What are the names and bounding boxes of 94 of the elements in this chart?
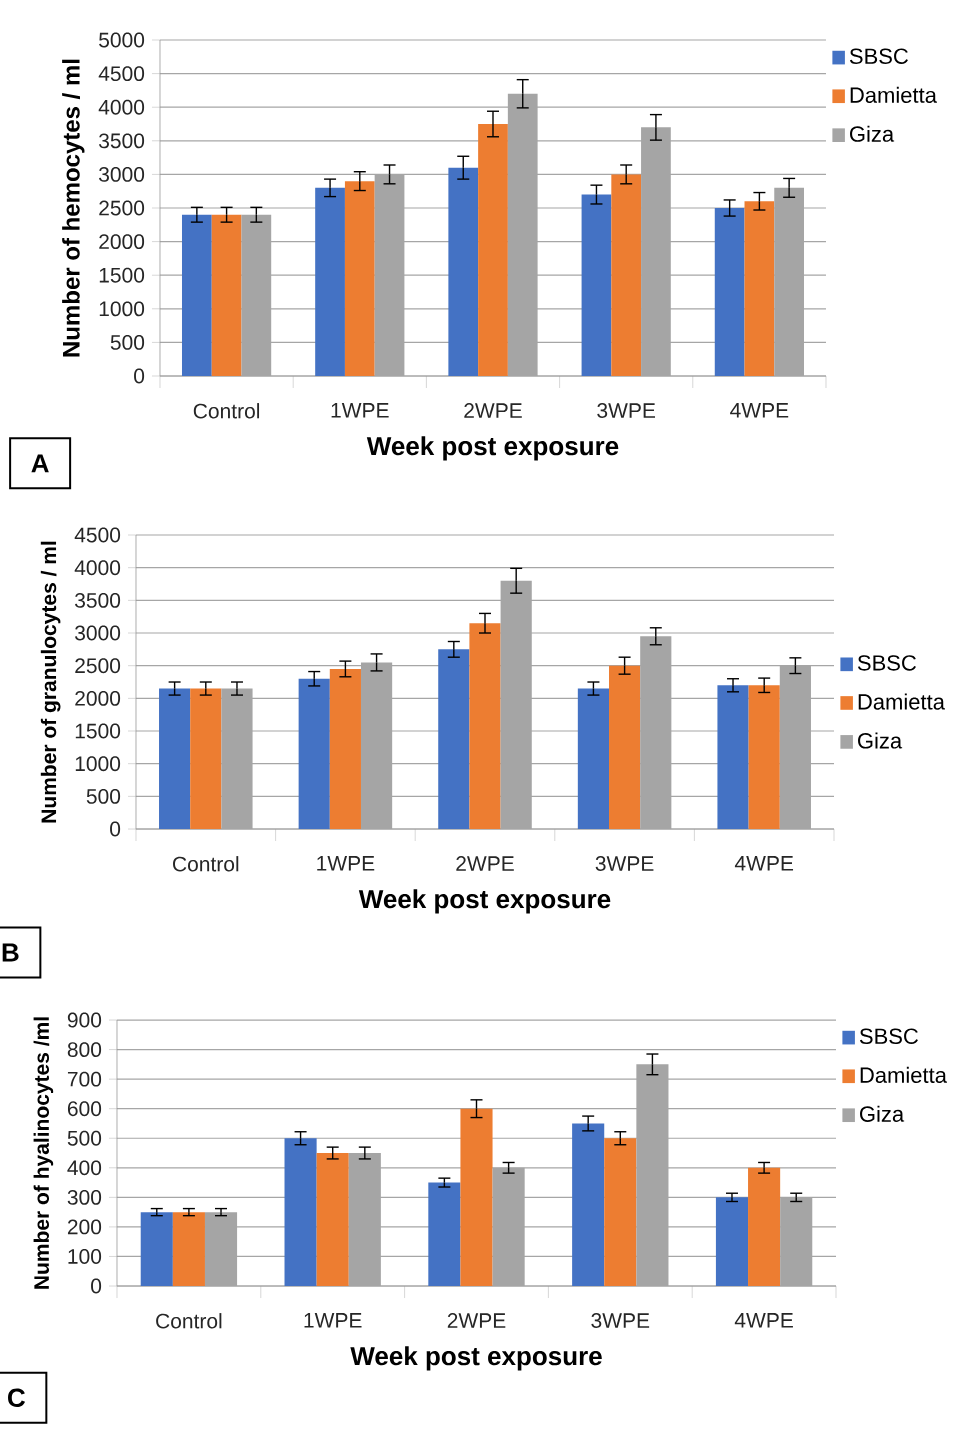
x-tick-label: 4WPE <box>730 403 789 418</box>
y-axis-title: Number of hemocytes / ml <box>62 59 85 357</box>
y-tick-label: 900 <box>67 1012 102 1028</box>
y-tick-label: 3000 <box>75 625 121 641</box>
bar <box>748 685 780 830</box>
x-tick-label: 1WPE <box>317 856 375 871</box>
bar <box>211 214 242 377</box>
x-axis-title: Week post exposure <box>350 1346 602 1371</box>
y-tick-label: 200 <box>67 1219 102 1235</box>
legend-label: SBSC <box>857 655 916 671</box>
y-tick-label: 0 <box>91 1278 102 1294</box>
y-tick-label: 1000 <box>99 301 145 317</box>
y-tick-label: 4500 <box>74 527 121 543</box>
bar <box>744 201 775 377</box>
x-tick-label: Control <box>193 403 260 419</box>
bar <box>478 124 508 377</box>
bar <box>581 194 612 377</box>
x-tick-label: 4WPE <box>734 1313 793 1328</box>
y-tick-label: 0 <box>134 368 145 384</box>
bar <box>140 1212 173 1287</box>
x-axis-title: Week post exposure <box>358 889 611 914</box>
y-tick-label: 800 <box>67 1042 102 1058</box>
y-tick-label: 400 <box>67 1160 102 1176</box>
y-tick-label: 500 <box>110 334 145 350</box>
y-tick-label: 700 <box>67 1071 102 1087</box>
bar <box>298 678 330 830</box>
x-tick-label: 3WPE <box>591 1313 650 1328</box>
bar <box>190 688 222 830</box>
bar <box>172 1212 205 1287</box>
bar <box>316 1153 349 1287</box>
legend-label: Damietta <box>850 86 937 103</box>
bar <box>181 214 212 377</box>
x-tick-label: Control <box>156 1313 222 1329</box>
legend-label: Damietta <box>860 1066 947 1083</box>
x-tick-label: 2WPE <box>456 856 514 871</box>
y-tick-label: 1500 <box>99 267 145 283</box>
x-tick-label: 2WPE <box>464 403 522 418</box>
bar <box>611 174 642 377</box>
bar <box>284 1138 317 1287</box>
x-tick-label: 1WPE <box>304 1313 362 1328</box>
bar <box>469 623 501 830</box>
y-tick-label: 300 <box>67 1189 102 1205</box>
y-tick-label: 1000 <box>75 756 121 772</box>
y-tick-label: 4000 <box>98 99 145 115</box>
bar <box>344 181 375 377</box>
y-tick-label: 4000 <box>74 560 121 576</box>
bar <box>315 187 345 377</box>
y-tick-label: 2000 <box>75 690 121 706</box>
y-tick-label: 500 <box>67 1130 102 1146</box>
bar <box>428 1182 461 1287</box>
x-tick-label: 4WPE <box>734 856 794 871</box>
y-tick-label: 0 <box>110 821 121 837</box>
x-tick-label: 2WPE <box>447 1313 506 1328</box>
bar <box>715 1197 749 1287</box>
bar <box>448 167 479 377</box>
y-tick-label: 3500 <box>99 133 145 149</box>
legend-label: Giza <box>858 732 903 749</box>
text: B <box>2 943 19 962</box>
x-tick-label: 3WPE <box>595 856 654 871</box>
text: A <box>31 454 49 473</box>
bar <box>748 1167 781 1287</box>
legend-label: SBSC <box>859 1028 918 1045</box>
y-tick-label: 4500 <box>98 66 145 82</box>
bar <box>329 668 361 830</box>
x-tick-label: 3WPE <box>597 403 656 418</box>
y-tick-label: 5000 <box>99 32 145 48</box>
legend-label: Giza <box>860 1105 905 1122</box>
bar <box>604 1138 637 1287</box>
bar <box>717 685 749 830</box>
y-tick-label: 2500 <box>75 658 121 674</box>
y-axis-title: Number of hyalinocytes /ml <box>33 1017 54 1289</box>
y-axis-title: Number of granulocytes / ml <box>40 541 61 823</box>
bar <box>460 1108 493 1287</box>
text: C <box>8 1388 26 1407</box>
x-axis-title: Week post exposure <box>366 436 619 461</box>
legend-label: SBSC <box>849 48 908 64</box>
y-tick-label: 1500 <box>75 723 121 739</box>
bar <box>572 1123 605 1287</box>
bar <box>714 208 745 377</box>
x-tick-label: 1WPE <box>331 403 389 418</box>
bar <box>438 649 470 830</box>
y-tick-label: 600 <box>67 1101 102 1117</box>
y-tick-label: 2000 <box>99 234 145 250</box>
legend-label: Giza <box>850 125 895 142</box>
y-tick-label: 500 <box>86 788 121 804</box>
bar <box>159 688 191 830</box>
bar <box>609 665 641 830</box>
x-tick-label: Control <box>173 856 239 872</box>
legend-label: Damietta <box>858 693 945 710</box>
y-tick-label: 2500 <box>99 200 145 216</box>
bar <box>577 688 610 830</box>
y-tick-label: 3500 <box>75 592 121 608</box>
y-tick-label: 3000 <box>99 166 145 182</box>
y-tick-label: 100 <box>68 1249 102 1264</box>
